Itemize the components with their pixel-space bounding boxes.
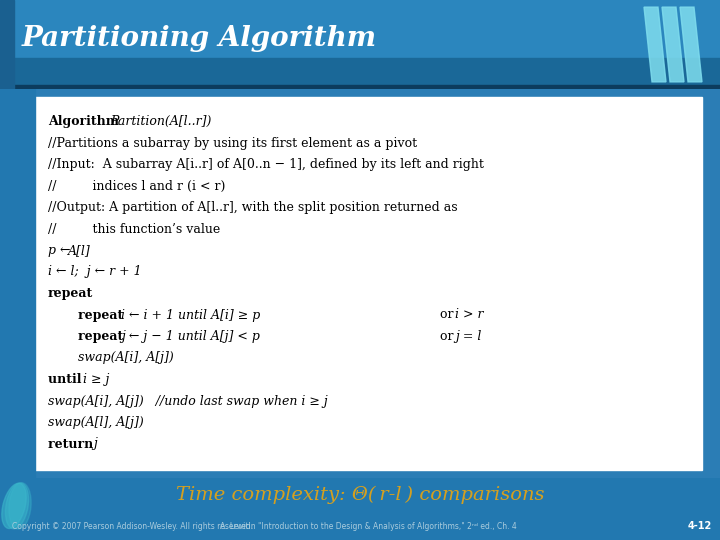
Text: i > r: i > r (455, 308, 484, 321)
Polygon shape (680, 7, 702, 82)
Text: 4-12: 4-12 (688, 521, 712, 531)
Text: j = l: j = l (455, 330, 482, 343)
Text: p ←: p ← (48, 244, 74, 257)
Text: or: or (440, 330, 457, 343)
Bar (0, 0, 720, 58)
Text: A. Levitin "Introduction to the Design & Analysis of Algorithms," 2ⁿᵈ ed., Ch. 4: A. Levitin "Introduction to the Design &… (220, 522, 517, 531)
Ellipse shape (1, 483, 26, 529)
Text: or: or (440, 308, 457, 321)
Text: j: j (93, 437, 97, 450)
Text: swap(A[l], A[j]): swap(A[l], A[j]) (48, 416, 144, 429)
Text: i ← i + 1 until A[i] ≥ p: i ← i + 1 until A[i] ≥ p (121, 308, 260, 321)
Polygon shape (644, 7, 666, 82)
Text: repeat: repeat (48, 287, 94, 300)
Text: return: return (48, 437, 98, 450)
Text: //Output: A partition of A[l..r], with the split position returned as: //Output: A partition of A[l..r], with t… (48, 201, 458, 214)
Text: until: until (48, 373, 86, 386)
Bar (0, 0, 14, 89)
Text: repeat: repeat (78, 330, 127, 343)
Bar (0, 85, 720, 89)
Text: Time complexity: Θ( r-l ) comparisons: Time complexity: Θ( r-l ) comparisons (176, 486, 544, 504)
Text: A[l]: A[l] (68, 244, 91, 257)
Text: j ← j − 1 until A[j] < p: j ← j − 1 until A[j] < p (121, 330, 260, 343)
Text: //         this function’s value: // this function’s value (48, 222, 220, 235)
Text: //         indices l and r (i < r): // indices l and r (i < r) (48, 179, 225, 192)
Text: Partitioning Algorithm: Partitioning Algorithm (22, 25, 377, 52)
Text: swap(A[i], A[j]): swap(A[i], A[j]) (78, 352, 174, 365)
Text: //Partitions a subarray by using its first element as a pivot: //Partitions a subarray by using its fir… (48, 137, 417, 150)
Text: Algorithm: Algorithm (48, 115, 123, 128)
Text: //Input:  A subarray A[i..r] of A[0..n − 1], defined by its left and right: //Input: A subarray A[i..r] of A[0..n − … (48, 158, 484, 171)
Text: Copyright © 2007 Pearson Addison-Wesley. All rights reserved.: Copyright © 2007 Pearson Addison-Wesley.… (12, 522, 253, 531)
Ellipse shape (9, 483, 31, 529)
Ellipse shape (6, 483, 29, 529)
Text: swap(A[i], A[j])   //undo last swap when i ≥ j: swap(A[i], A[j]) //undo last swap when i… (48, 395, 328, 408)
Polygon shape (662, 7, 684, 82)
Text: Partition(A[l..r]): Partition(A[l..r]) (110, 115, 212, 128)
Text: i ≥ j: i ≥ j (83, 373, 109, 386)
Text: repeat: repeat (78, 308, 127, 321)
Bar (0, 89, 35, 478)
Bar (0, 58, 720, 89)
Text: i ← l;  j ← r + 1: i ← l; j ← r + 1 (48, 266, 142, 279)
